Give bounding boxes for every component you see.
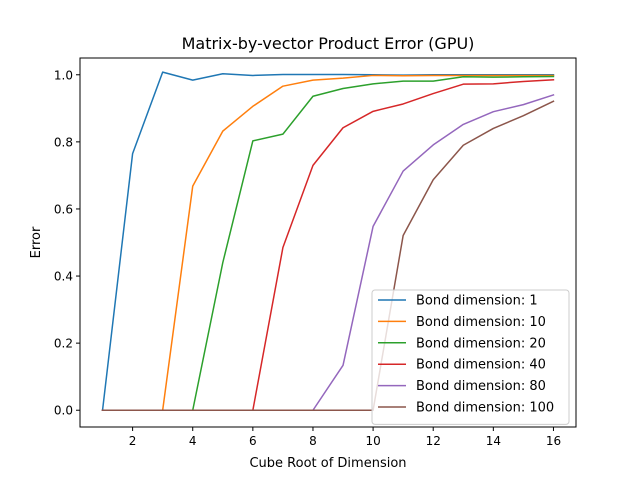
legend: Bond dimension: 1 Bond dimension: 10 Bond … [371,289,570,425]
y-tick-label: 0.4 [54,270,73,284]
y-axis: 0.0 0.2 0.4 0.6 0.8 1.0 [54,68,80,418]
y-tick-label: 0.6 [54,202,73,216]
x-axis-label: Cube Root of Dimension [249,456,406,471]
chart-title: Matrix-by-vector Product Error (GPU) [182,34,475,53]
y-axis-label: Error [29,226,44,258]
plot-frame [79,57,577,428]
x-tick-label: 12 [426,434,441,448]
y-tick-label: 0.8 [54,135,73,149]
legend-label-5: Bond dimension: 80 [416,379,546,394]
series-line-6 [101,100,555,411]
x-tick-label: 6 [249,434,257,448]
legend-box [371,289,570,425]
x-tick-label: 14 [486,434,501,448]
x-tick-label: 8 [309,434,317,448]
y-tick-label: 1.0 [54,68,73,82]
legend-label-6: Bond dimension: 100 [416,401,554,416]
series-layer [101,71,555,412]
x-tick-label: 10 [365,434,380,448]
y-tick-label: 0.2 [54,337,73,351]
legend-label-2: Bond dimension: 10 [416,315,546,330]
legend-label-4: Bond dimension: 40 [416,358,546,373]
x-tick-label: 4 [189,434,197,448]
x-tick-label: 2 [129,434,137,448]
x-tick-label: 16 [546,434,561,448]
series-line-2 [101,74,555,411]
legend-label-1: Bond dimension: 1 [416,294,538,309]
y-tick-label: 0.0 [54,404,73,418]
x-axis: 2 4 6 8 10 12 14 16 [129,427,561,448]
legend-label-3: Bond dimension: 20 [416,336,546,351]
